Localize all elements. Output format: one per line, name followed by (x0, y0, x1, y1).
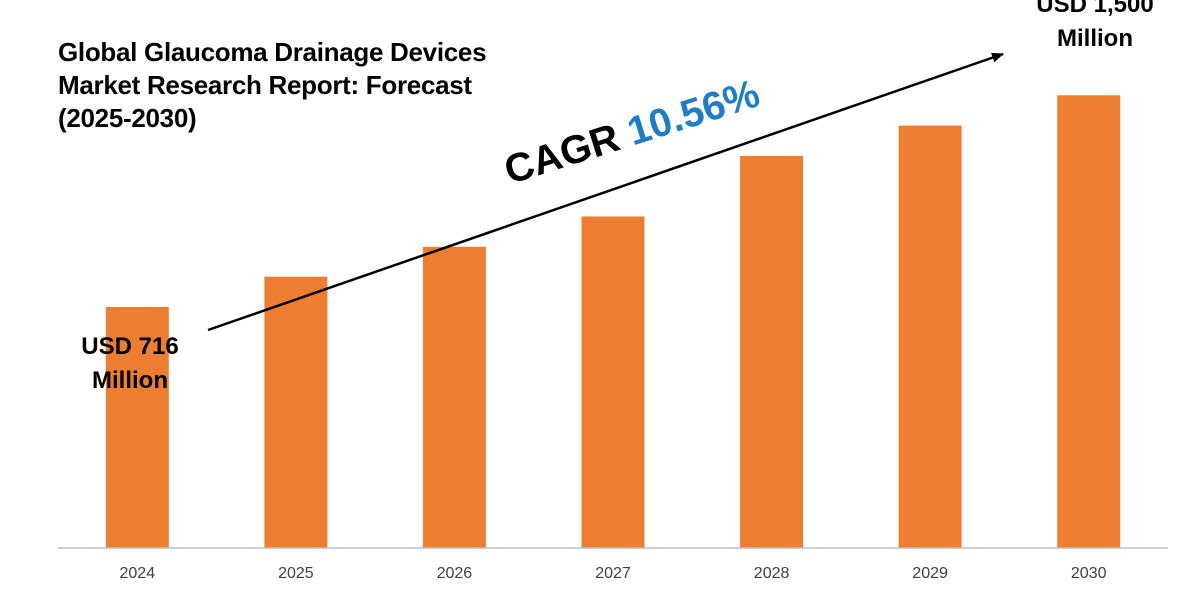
x-tick-label-2030: 2030 (1071, 565, 1107, 582)
bar-2027 (582, 217, 645, 549)
x-tick-label-2025: 2025 (278, 565, 314, 582)
chart-title: Global Glaucoma Drainage Devices Market … (58, 36, 578, 135)
bar-2028 (740, 156, 803, 548)
x-tick-label-2029: 2029 (912, 565, 948, 582)
end-value-line-1: USD 1,500 (1015, 0, 1175, 22)
chart-canvas: 2024 2025 2026 2027 2028 2029 2030 Global Glau… (0, 0, 1200, 600)
chart-title-line-2: Market Research Report: Forecast (58, 69, 578, 102)
x-tick-label-2026: 2026 (437, 565, 473, 582)
bar-2025 (264, 277, 327, 548)
x-tick-labels: 2024 2025 2026 2027 2028 2029 2030 (120, 565, 1107, 582)
x-tick-label-2027: 2027 (595, 565, 631, 582)
x-tick-label-2024: 2024 (120, 565, 156, 582)
start-value-line-1: USD 716 (60, 330, 200, 364)
bar-2030 (1057, 95, 1120, 548)
x-tick-label-2028: 2028 (754, 565, 790, 582)
bar-2029 (899, 126, 962, 548)
start-value-callout: USD 716 Million (60, 330, 200, 398)
chart-title-line-1: Global Glaucoma Drainage Devices (58, 36, 578, 69)
chart-title-line-3: (2025-2030) (58, 102, 578, 135)
start-value-line-2: Million (60, 364, 200, 398)
bar-series (106, 95, 1120, 548)
end-value-callout: USD 1,500 Million (1015, 0, 1175, 56)
bar-2026 (423, 247, 486, 548)
end-value-line-2: Million (1015, 22, 1175, 56)
